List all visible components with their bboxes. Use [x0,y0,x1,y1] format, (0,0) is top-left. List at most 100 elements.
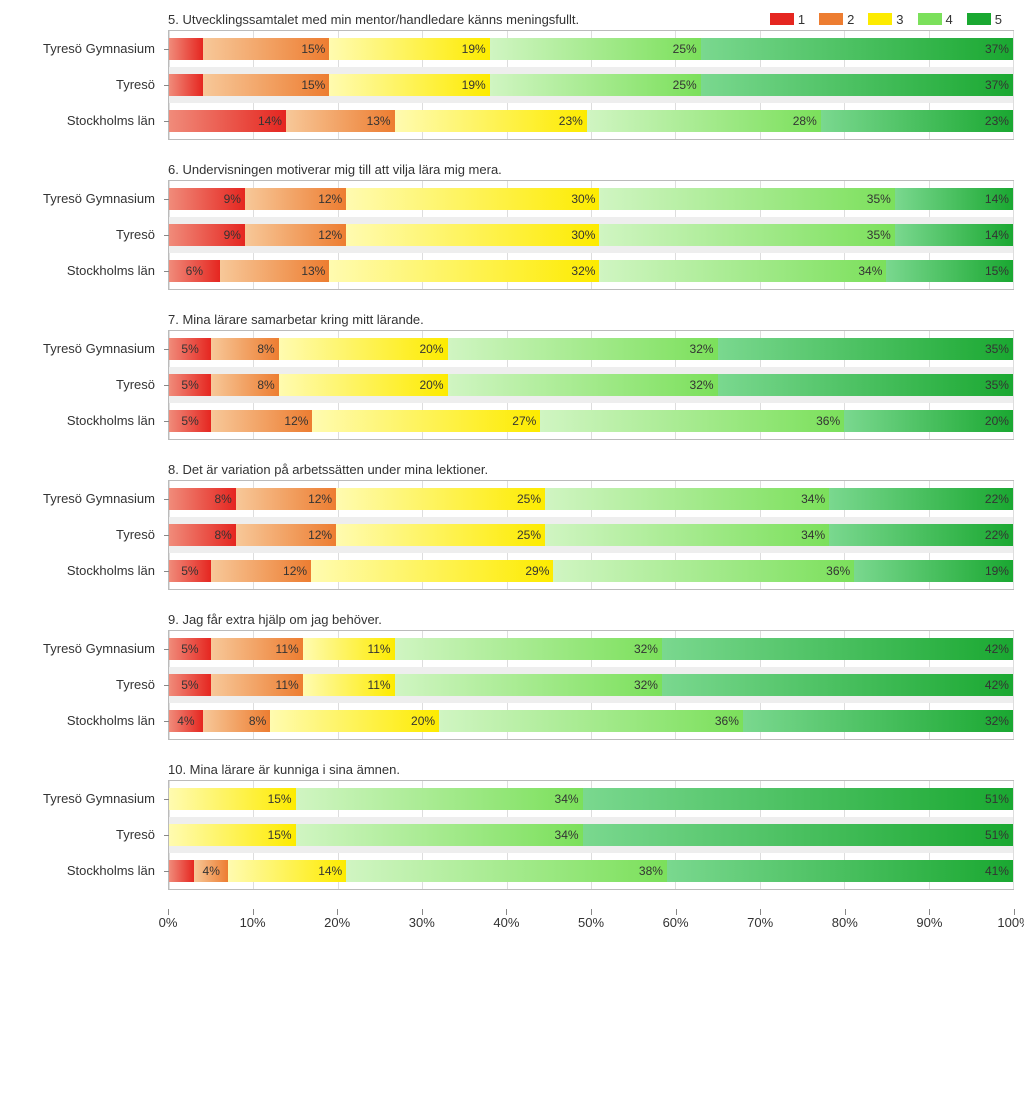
row-label: Stockholms län [1,553,161,589]
legend-swatch [819,13,843,25]
bar-segment: 30% [346,224,599,246]
chart-row: Stockholms län5%12%29%36%19% [169,553,1013,589]
bar-segment: 32% [395,638,662,660]
segment-value: 36% [816,414,840,428]
segment-value: 35% [867,228,891,242]
bar-segment: 19% [329,38,489,60]
segment-value: 19% [462,78,486,92]
bar-container: 5%12%27%36%20% [169,410,1013,432]
bar-segment: 22% [829,524,1013,546]
segment-value: 32% [634,642,658,656]
bar-segment: 12% [211,410,312,432]
segment-value: 15% [301,78,325,92]
segment-value: 35% [985,378,1009,392]
legend-label: 2 [847,12,854,27]
segment-value: 5% [181,414,198,428]
bar-segment: 34% [296,824,583,846]
rows: Tyresö Gymnasium5%11%11%32%42%Tyresö5%11… [169,631,1013,739]
bar-segment: 11% [211,674,303,696]
legend-item: 5 [967,12,1002,27]
bar-container: 15%34% 51% [169,824,1013,846]
bar-segment: 34% [599,260,886,282]
segment-value: 9% [224,228,241,242]
x-label: 40% [493,915,519,930]
bar-segment: 15% [203,38,330,60]
row-label: Stockholms län [1,703,161,739]
bar-container: 4%8%20%36%32% [169,710,1013,732]
bar-segment [169,74,203,96]
chart-row: Stockholms län5%12%27%36%20% [169,403,1013,439]
bar-container: 5%11%11%32%42% [169,674,1013,696]
segment-value: 19% [462,42,486,56]
segment-value: 4% [177,714,194,728]
row-label: Tyresö Gymnasium [1,481,161,517]
segment-value: 8% [257,342,274,356]
bar-segment: 14% [228,860,346,882]
row-label: Tyresö Gymnasium [1,31,161,67]
segment-value: 5% [181,378,198,392]
chart-row: Tyresö9%12%30%35%14% [169,217,1013,253]
segment-value: 34% [801,492,825,506]
segment-value: 5% [181,564,198,578]
bar-segment: 13% [220,260,330,282]
segment-value: 8% [215,492,232,506]
row-label: Tyresö Gymnasium [1,781,161,817]
bar-segment: 12% [245,224,346,246]
segment-value: 51% [985,792,1009,806]
bar-segment: 14% [895,224,1013,246]
segment-value: 8% [257,378,274,392]
bar-segment: 15% [169,824,296,846]
survey-charts: 5. Utvecklingssamtalet med min mentor/ha… [0,10,1014,929]
row-label: Tyresö [1,667,161,703]
bar-segment: 11% [303,674,395,696]
bar-segment: 36% [439,710,743,732]
bar-segment: 8% [211,374,279,396]
bar-segment: 34% [545,488,829,510]
segment-value: 25% [673,42,697,56]
bar-segment: 42% [662,638,1013,660]
bar-segment: 27% [312,410,540,432]
bar-container: 15%34%51% [169,788,1013,810]
row-label: Tyresö [1,67,161,103]
chart-row: Tyresö Gymnasium5%8%20%32%35% [169,331,1013,367]
legend-swatch [918,13,942,25]
chart-block: 8. Det är variation på arbetssätten unde… [0,460,1014,590]
row-label: Stockholms län [1,853,161,889]
bar-container: 4%14%38%41% [169,860,1013,882]
bar-container: 5%11%11%32%42% [169,638,1013,660]
segment-value: 38% [639,864,663,878]
bar-segment: 11% [303,638,395,660]
bar-segment: 19% [329,74,489,96]
segment-value: 12% [318,228,342,242]
bar-segment: 29% [311,560,553,582]
row-label: Tyresö Gymnasium [1,181,161,217]
bar-segment: 8% [169,488,236,510]
bar-container: 6%13%32%34%15% [169,260,1013,282]
legend-item: 3 [868,12,903,27]
x-label: 70% [747,915,773,930]
segment-value: 14% [258,114,282,128]
rows: Tyresö Gymnasium5%8%20%32%35%Tyresö5%8%2… [169,331,1013,439]
legend-label: 3 [896,12,903,27]
segment-value: 13% [367,114,391,128]
bar-segment: 20% [270,710,439,732]
bar-segment: 15% [886,260,1013,282]
plot-area: Tyresö Gymnasium5%11%11%32%42%Tyresö5%11… [168,630,1014,740]
bar-segment: 35% [599,224,894,246]
bar-segment: 12% [245,188,346,210]
chart-row: Stockholms län6%13%32%34%15% [169,253,1013,289]
segment-value: 19% [985,564,1009,578]
segment-value: 51% [985,828,1009,842]
legend-label: 1 [798,12,805,27]
segment-value: 32% [690,342,714,356]
bar-segment: 25% [336,488,545,510]
bar-segment: 25% [336,524,545,546]
segment-value: 41% [985,864,1009,878]
plot-area: Tyresö Gymnasium9%12%30%35%14%Tyresö9%12… [168,180,1014,290]
bar-container: 8%12%25%34%22% [169,488,1013,510]
segment-value: 14% [985,228,1009,242]
segment-value: 42% [985,678,1009,692]
bar-segment: 51% [583,824,1013,846]
chart-block: 7. Mina lärare samarbetar kring mitt lär… [0,310,1014,440]
segment-value: 20% [411,714,435,728]
